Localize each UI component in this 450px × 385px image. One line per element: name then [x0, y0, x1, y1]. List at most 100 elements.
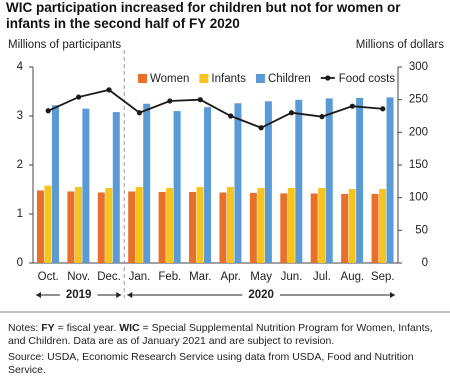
- legend-swatch: [138, 74, 147, 83]
- x-tick-label: Sep.: [371, 271, 395, 283]
- point: [258, 125, 264, 131]
- bar: [143, 103, 151, 263]
- y2-axis-label: Millions of dollars: [356, 39, 444, 51]
- bar: [264, 101, 272, 263]
- source: Source: USDA, Economic Research Service …: [8, 351, 414, 376]
- year-label: 2019: [66, 289, 92, 301]
- bar: [280, 193, 288, 263]
- bar: [166, 188, 174, 263]
- legend-label: Women: [150, 73, 189, 85]
- y2-tick-label: 0: [422, 257, 428, 269]
- x-tick-label: Oct.: [38, 271, 59, 283]
- year-label: 2020: [248, 289, 274, 301]
- note: FY: [41, 322, 55, 334]
- bar: [36, 190, 44, 263]
- legend-swatch: [199, 74, 209, 83]
- bar: [295, 99, 303, 263]
- point: [197, 97, 203, 103]
- note: = fiscal year.: [54, 322, 120, 334]
- bar: [219, 192, 227, 263]
- point: [380, 106, 386, 112]
- point: [288, 110, 295, 116]
- y2-tick-label: 100: [409, 192, 428, 204]
- title-box: WIC participation increased for children…: [6, 0, 401, 31]
- bar: [112, 112, 120, 263]
- y-tick-label: 2: [17, 159, 23, 171]
- arrow-head: [116, 292, 122, 298]
- point: [136, 110, 143, 116]
- bar: [356, 97, 364, 264]
- y2-tick-label: 150: [409, 159, 428, 171]
- bar: [249, 192, 257, 263]
- bar: [105, 188, 113, 263]
- bar: [325, 98, 333, 263]
- bar: [128, 191, 136, 263]
- x-tick-label: Apr.: [220, 271, 240, 283]
- bar: [135, 187, 143, 263]
- arrow-head: [36, 292, 41, 298]
- x-tick-label: Nov.: [67, 271, 90, 283]
- chart: WIC participation increased for children…: [0, 0, 450, 313]
- bar: [158, 191, 166, 263]
- x-tick-label: Jun.: [281, 271, 303, 283]
- bar: [97, 192, 105, 263]
- chart-title: WIC participation increased for children…: [6, 0, 401, 31]
- arrow-head: [127, 292, 133, 298]
- y2-tick-label: 250: [409, 94, 428, 106]
- legend-label: Food costs: [339, 73, 395, 85]
- legend-swatch: [255, 74, 265, 83]
- x-tick-label: Jul.: [313, 271, 331, 283]
- bar: [348, 189, 356, 263]
- y-tick-label: 0: [17, 257, 23, 269]
- notes: Notes: FY = fiscal year. WIC = Special S…: [8, 322, 444, 377]
- y2-tick-label: 200: [409, 126, 428, 138]
- bar: [226, 187, 234, 263]
- x-tick-label: Aug.: [341, 271, 365, 283]
- bar: [173, 111, 181, 263]
- x-tick-label: Dec.: [97, 271, 121, 283]
- legend-label: Infants: [211, 73, 246, 85]
- legend-label: Children: [268, 73, 311, 85]
- bar: [341, 193, 349, 263]
- bar: [386, 97, 394, 263]
- bar: [379, 189, 387, 263]
- bar: [287, 188, 295, 263]
- note: Notes:: [8, 322, 42, 334]
- bar: [234, 103, 242, 263]
- y-tick-label: 1: [17, 208, 23, 220]
- bar: [204, 107, 212, 264]
- point: [319, 114, 325, 120]
- bar: [318, 188, 326, 263]
- bar: [310, 193, 318, 263]
- arrow-head: [390, 292, 395, 298]
- note: = Special Supplemental Nutrition Program…: [8, 322, 433, 347]
- notes-text: Notes: FY = fiscal year. WIC = Special S…: [8, 322, 444, 348]
- bar: [189, 191, 197, 263]
- x-tick-label: Mar.: [189, 271, 211, 283]
- bar: [257, 188, 265, 263]
- x-tick-label: Jan.: [129, 271, 151, 283]
- line: [47, 88, 383, 129]
- x-tick-label: Feb.: [158, 271, 181, 283]
- y2-tick-label: 300: [409, 61, 428, 73]
- bar: [51, 105, 59, 263]
- bar: [371, 193, 379, 263]
- y-tick-label: 3: [17, 110, 23, 122]
- legend-swatch: [325, 75, 331, 81]
- bar: [196, 187, 204, 263]
- bar: [44, 185, 52, 263]
- x-tick-label: May: [250, 271, 272, 283]
- y-tick-label: 4: [17, 61, 24, 73]
- y-axis-label: Millions of participants: [8, 39, 121, 51]
- note: WIC: [119, 322, 140, 334]
- bar: [67, 191, 75, 263]
- y2-tick-label: 50: [415, 224, 428, 236]
- point: [349, 103, 355, 109]
- bar: [82, 108, 90, 264]
- point: [45, 108, 51, 114]
- point: [228, 113, 234, 119]
- point: [106, 87, 112, 93]
- point: [167, 98, 173, 104]
- bar: [74, 187, 82, 263]
